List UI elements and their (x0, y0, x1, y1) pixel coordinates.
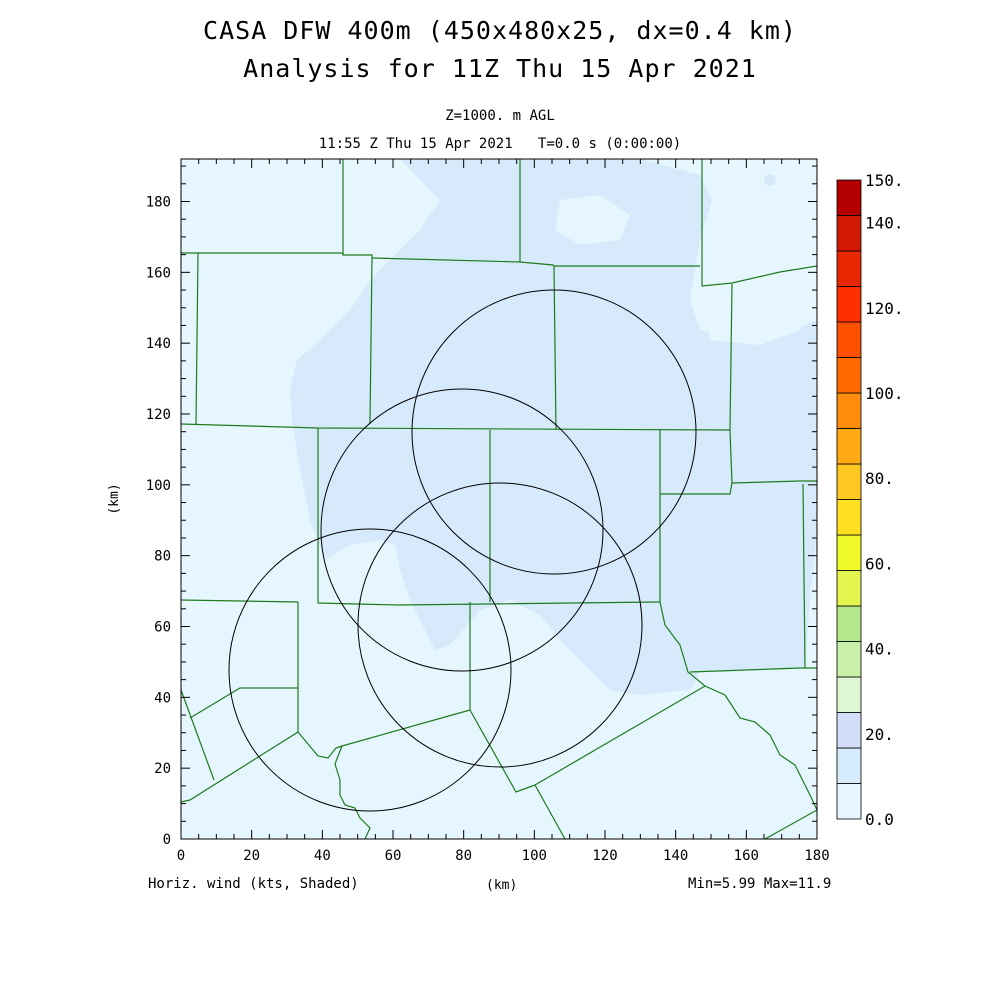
y-tick-label: 180 (146, 195, 171, 211)
radar-ring-southwest (228, 528, 512, 812)
radar-range-rings (228, 289, 697, 812)
x-tick-label: 120 (592, 848, 617, 864)
colorbar-label: 40. (865, 640, 894, 659)
x-tick-label: 100 (522, 848, 547, 864)
colorbar-label: 20. (865, 725, 894, 744)
colorbar-swatch (836, 783, 862, 820)
colorbar-label: 100. (865, 384, 904, 403)
colorbar-swatch (836, 286, 862, 323)
y-tick-label: 100 (146, 478, 171, 494)
x-tick-label: 180 (804, 848, 829, 864)
y-tick-label: 80 (154, 549, 171, 565)
colorbar-swatch (836, 392, 862, 429)
y-tick-label: 120 (146, 407, 171, 423)
colorbar-label: 80. (865, 469, 894, 488)
colorbar-swatch (836, 499, 862, 536)
y-tick-label: 160 (146, 265, 171, 281)
colorbar-swatch (836, 570, 862, 607)
y-tick-label: 140 (146, 336, 171, 352)
y-tick-label: 0 (163, 832, 171, 848)
field-label: Horiz. wind (kts, Shaded) (148, 876, 359, 892)
x-tick-label: 40 (314, 848, 331, 864)
y-tick-label: 20 (154, 761, 171, 777)
colorbar-label: 140. (865, 214, 904, 233)
colorbar-swatch (836, 321, 862, 358)
colorbar-swatch (836, 712, 862, 749)
x-axis-label: (km) (486, 878, 518, 893)
x-tick-label: 160 (734, 848, 759, 864)
x-tick-label: 20 (243, 848, 260, 864)
x-tick-label: 80 (455, 848, 472, 864)
min-max-label: Min=5.99 Max=11.9 (688, 876, 832, 892)
plot-axes: 0 20 40 60 80 100 120 140 160 180 0 20 40 60 80 100 120 1… (146, 158, 830, 864)
x-tick-label: 60 (385, 848, 402, 864)
colorbar-label: 120. (865, 299, 904, 318)
colorbar-swatch (836, 215, 862, 252)
y-axis-label: (km) (107, 483, 122, 514)
colorbar-label: 60. (865, 554, 894, 573)
colorbar-swatch (836, 747, 862, 784)
colorbar-swatch (836, 641, 862, 678)
colorbar-swatch (836, 428, 862, 465)
colorbar-swatch (836, 534, 862, 571)
colorbar-label: 150. (865, 171, 904, 190)
time-label: 11:55 Z Thu 15 Apr 2021 T=0.0 s (0:00:00… (318, 136, 682, 152)
x-tick-label: 140 (663, 848, 688, 864)
colorbar-label: 0.0 (865, 810, 894, 829)
colorbar-swatch (836, 605, 862, 642)
wind-shading (290, 159, 817, 695)
y-tick-label: 40 (154, 690, 171, 706)
y-tick-label: 60 (154, 620, 171, 636)
level-label: Z=1000. m AGL (445, 108, 555, 124)
radar-ring-northeast (411, 289, 697, 575)
radar-ring-center (320, 388, 604, 672)
county-boundaries (181, 159, 817, 839)
map-title-line1: CASA DFW 400m (450x480x25, dx=0.4 km) (203, 16, 797, 45)
colorbar-swatch (836, 250, 862, 287)
radar-ring-southeast (357, 482, 643, 768)
colorbar-swatch (836, 676, 862, 713)
colorbar: 0.0 20. 40. 60. 80. 100. 120. 140. 150. (836, 171, 904, 829)
colorbar-swatch (836, 179, 862, 216)
colorbar-swatch (836, 463, 862, 500)
map-title-line2: Analysis for 11Z Thu 15 Apr 2021 (243, 54, 757, 83)
colorbar-swatch (836, 357, 862, 394)
x-tick-label: 0 (177, 848, 185, 864)
